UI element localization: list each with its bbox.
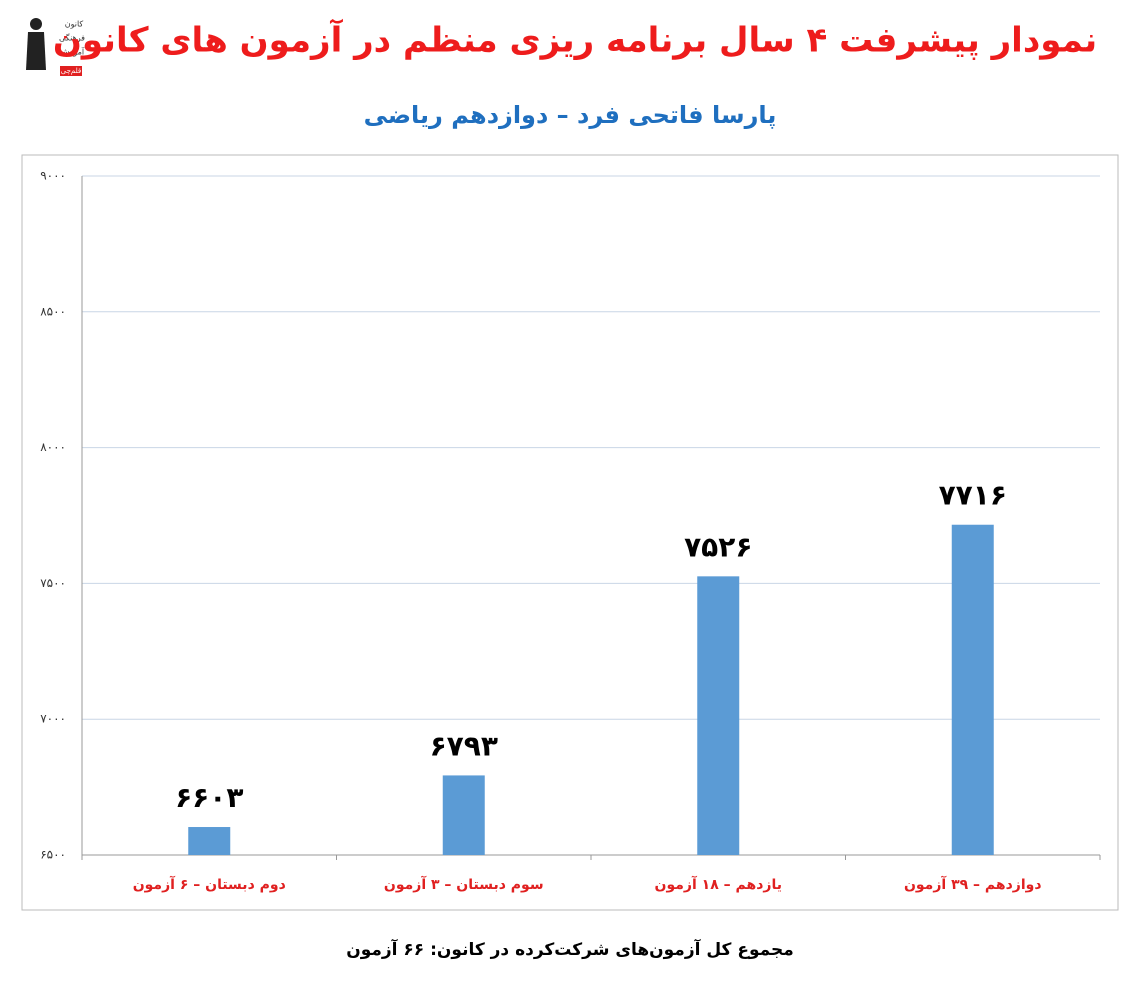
y-tick-label: ۸۵۰۰ xyxy=(40,304,66,318)
x-tick-label: سوم دبستان – ۳ آزمون xyxy=(384,875,544,893)
logo-line: آموزش xyxy=(60,47,85,57)
y-tick-label: ۶۵۰۰ xyxy=(40,848,66,862)
chart-subtitle: پارسا فاتحی فرد – دوازدهم ریاضی xyxy=(364,101,777,129)
x-tick-label: دوم دبستان – ۶ آزمون xyxy=(133,875,286,893)
logo-body xyxy=(26,32,46,70)
bar xyxy=(442,775,485,855)
x-tick-label: یازدهم – ۱۸ آزمون xyxy=(655,875,782,893)
logo-line: کانون xyxy=(65,20,84,29)
logo-line: قلم‌چی xyxy=(61,67,81,75)
bar xyxy=(697,576,740,855)
footer-note: مجموع کل آزمون‌های شرکت‌کرده در کانون: ۶… xyxy=(346,938,794,960)
logo: کانون فرهنگی آموزش قلم‌چی xyxy=(24,14,85,76)
logo-badge xyxy=(60,66,82,76)
chart-frame xyxy=(21,154,1119,911)
bar xyxy=(951,524,994,855)
chart-title: نمودار پیشرفت ۴ سال برنامه ریزی منظم در … xyxy=(53,19,1097,61)
bar xyxy=(188,827,231,855)
value-label: ۶۷۹۳ xyxy=(430,729,498,762)
y-tick-label: ۸۰۰۰ xyxy=(40,440,66,454)
y-tick-label: ۷۰۰۰ xyxy=(40,712,66,726)
x-tick-label: دوازدهم – ۳۹ آزمون xyxy=(904,875,1042,893)
y-tick-label: ۹۰۰۰ xyxy=(40,169,66,183)
y-tick-label: ۷۵۰۰ xyxy=(40,576,66,590)
logo-head xyxy=(30,18,42,30)
logo-line: فرهنگی xyxy=(59,33,85,43)
value-label: ۶۶۰۳ xyxy=(175,781,243,814)
value-label: ۷۵۲۶ xyxy=(684,530,752,563)
value-label: ۷۷۱۶ xyxy=(939,479,1007,512)
